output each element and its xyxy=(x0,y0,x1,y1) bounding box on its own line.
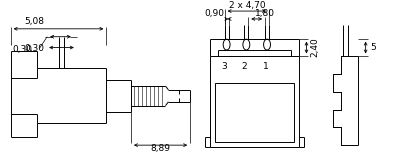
Text: 2,40: 2,40 xyxy=(310,38,319,57)
Text: 8,89: 8,89 xyxy=(150,144,170,153)
Ellipse shape xyxy=(223,39,230,50)
Text: 1,80: 1,80 xyxy=(254,9,274,18)
Text: 2: 2 xyxy=(242,62,247,71)
Text: 0,90: 0,90 xyxy=(205,9,225,18)
Text: 5,08: 5,08 xyxy=(24,17,44,26)
Bar xyxy=(215,83,294,142)
Text: 5: 5 xyxy=(371,43,376,52)
Text: 1: 1 xyxy=(263,62,269,71)
Ellipse shape xyxy=(243,39,250,50)
Text: 3: 3 xyxy=(221,62,226,71)
Text: 2 x 4,70: 2 x 4,70 xyxy=(228,1,265,10)
Text: 0,30: 0,30 xyxy=(24,44,44,53)
Text: 0,30: 0,30 xyxy=(12,45,32,54)
Ellipse shape xyxy=(264,39,270,50)
